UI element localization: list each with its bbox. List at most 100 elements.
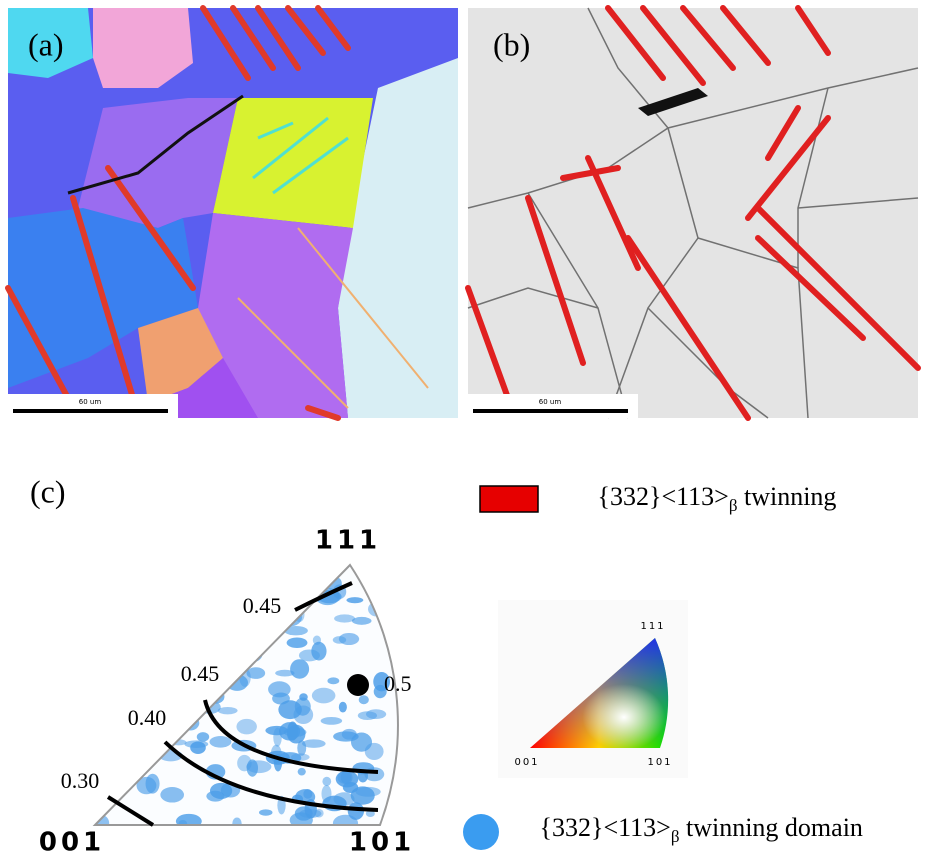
- point-label: 0.5: [384, 671, 412, 696]
- spot: [209, 736, 232, 748]
- spot: [273, 727, 282, 747]
- spot: [297, 767, 306, 776]
- spot: [105, 600, 116, 609]
- key-corner-label: 101: [647, 757, 672, 768]
- spot: [95, 719, 107, 736]
- spot: [157, 631, 169, 648]
- spot: [131, 603, 141, 616]
- spot: [190, 741, 206, 754]
- spot: [95, 567, 109, 576]
- spot: [185, 638, 196, 650]
- legend-suffix: twinning domain: [679, 813, 862, 842]
- scale-bar-label: 60 um: [539, 398, 562, 406]
- spot: [178, 819, 188, 825]
- spot: [236, 718, 257, 735]
- spot: [133, 663, 151, 674]
- spot: [327, 677, 340, 685]
- spot: [163, 717, 182, 737]
- spot: [332, 636, 347, 644]
- spot: [120, 746, 141, 763]
- spot: [98, 605, 121, 623]
- spot: [284, 626, 308, 636]
- spot: [357, 565, 368, 577]
- legend-text: {332}<113>: [540, 813, 671, 842]
- spot: [373, 684, 387, 699]
- spot: [211, 599, 221, 620]
- spot: [364, 767, 385, 782]
- legend-text: {332}<113>: [598, 482, 729, 511]
- spot: [322, 776, 332, 786]
- spot: [311, 687, 336, 704]
- spot: [140, 617, 152, 629]
- spot: [265, 725, 289, 736]
- spot: [346, 597, 364, 604]
- key-corner-label: 111: [640, 621, 665, 632]
- spot: [232, 817, 242, 825]
- panel-label: (b): [493, 26, 530, 62]
- spot: [210, 584, 225, 596]
- spot: [188, 617, 198, 626]
- spot: [232, 624, 242, 632]
- spot: [130, 596, 147, 604]
- spot: [338, 701, 347, 713]
- spot: [351, 732, 373, 752]
- spot: [302, 739, 326, 748]
- spot: [212, 599, 236, 607]
- spot: [241, 645, 263, 663]
- spot: [357, 711, 378, 720]
- spot: [194, 581, 210, 600]
- spot: [194, 650, 218, 661]
- corner-label: 111: [315, 526, 381, 556]
- corner-label: 001: [39, 828, 105, 858]
- spot: [217, 706, 238, 715]
- spot: [97, 756, 117, 773]
- scale-bar-label: 60 um: [79, 398, 102, 406]
- legend-swatch: [479, 485, 539, 513]
- color-key: 111 001 101: [498, 600, 688, 778]
- spot: [179, 700, 191, 717]
- spot: [278, 700, 302, 720]
- spot: [358, 695, 369, 705]
- spot: [342, 781, 359, 793]
- panel-label: (c): [30, 473, 66, 509]
- contour-label: 0.45: [181, 661, 220, 686]
- spot: [275, 669, 295, 677]
- spot: [205, 692, 216, 700]
- spot: [106, 618, 129, 639]
- spot: [351, 616, 372, 625]
- spot: [222, 673, 232, 688]
- spot: [151, 735, 164, 749]
- legend-suffix: twinning: [737, 482, 836, 511]
- spot: [125, 742, 150, 749]
- panel-b: 60 um (b): [465, 5, 921, 421]
- spot: [160, 787, 185, 803]
- spot: [175, 813, 202, 825]
- spot: [265, 622, 285, 633]
- spot: [103, 565, 127, 580]
- spot: [134, 672, 156, 683]
- spot: [217, 605, 238, 620]
- spot: [128, 688, 146, 696]
- spot: [142, 582, 156, 598]
- marker: [347, 674, 369, 696]
- spot: [287, 721, 299, 741]
- legend-swatch: [463, 814, 499, 850]
- panel-label: (a): [28, 26, 64, 62]
- spot: [164, 714, 179, 725]
- contour-label: 0.30: [61, 768, 100, 793]
- spot: [196, 732, 210, 742]
- spot: [108, 754, 124, 771]
- legend-label: {332}<113>β twinning domain: [507, 813, 882, 846]
- spot: [340, 770, 353, 785]
- spot: [140, 667, 154, 679]
- spot: [320, 716, 343, 725]
- legend-label: {332}<113>β twinning: [565, 482, 856, 515]
- spot: [286, 637, 308, 649]
- contour-label: 0.40: [128, 705, 167, 730]
- spot: [95, 719, 116, 729]
- spot: [290, 659, 310, 679]
- spot: [232, 624, 253, 641]
- spot: [258, 809, 273, 816]
- spot: [159, 734, 176, 742]
